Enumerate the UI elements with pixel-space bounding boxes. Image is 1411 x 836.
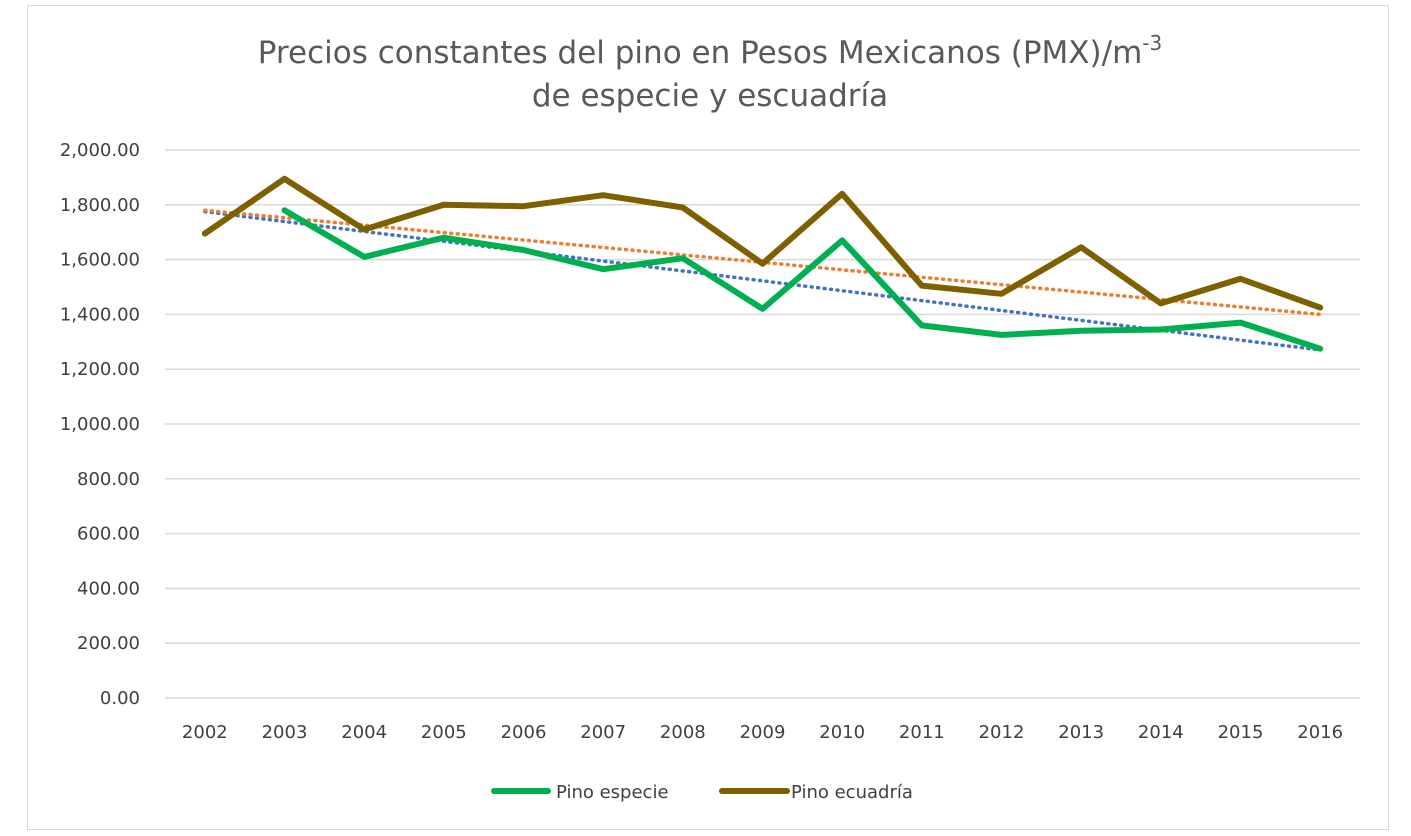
x-tick-label: 2016 xyxy=(1297,722,1343,743)
chart-title-main: Precios constantes del pino en Pesos Mex… xyxy=(258,35,1142,71)
x-tick-label: 2014 xyxy=(1138,722,1184,743)
x-tick-label: 2013 xyxy=(1058,722,1104,743)
x-tick-label: 2012 xyxy=(979,722,1025,743)
x-tick-label: 2009 xyxy=(740,722,786,743)
x-tick-label: 2015 xyxy=(1218,722,1264,743)
x-tick-label: 2008 xyxy=(660,722,706,743)
y-tick-label: 0.00 xyxy=(100,688,140,709)
x-tick-label: 2002 xyxy=(182,722,228,743)
legend: Pino especie Pino ecuadría xyxy=(491,782,913,803)
y-tick-label: 600.00 xyxy=(77,524,140,545)
y-tick-label: 200.00 xyxy=(77,633,140,654)
legend-label: Pino especie xyxy=(556,782,669,803)
gridlines xyxy=(165,149,1360,699)
x-tick-label: 2007 xyxy=(580,722,626,743)
y-tick-label: 800.00 xyxy=(77,469,140,490)
y-tick-label: 400.00 xyxy=(77,578,140,599)
legend-label: Pino ecuadría xyxy=(791,782,913,803)
y-axis-ticks: 0.00 200.00 400.00 600.00 800.00 1,000.00 1,20… xyxy=(60,140,140,709)
x-tick-label: 2004 xyxy=(341,722,387,743)
chart-title-line-1: Precios constantes del pino en Pesos Mex… xyxy=(258,31,1162,71)
y-tick-label: 1,000.00 xyxy=(60,414,140,435)
y-tick-label: 1,400.00 xyxy=(60,304,140,325)
y-tick-label: 1,600.00 xyxy=(60,250,140,271)
series-line-1 xyxy=(281,207,1324,352)
chart-title-line-2: de especie y escuadría xyxy=(532,78,888,114)
x-axis-ticks: 2002 2003 2004 2005 2006 2007 2008 2009 2010 2011… xyxy=(182,722,1343,743)
x-tick-label: 2010 xyxy=(819,722,865,743)
chart-title: Precios constantes del pino en Pesos Mex… xyxy=(258,31,1162,114)
chart-frame xyxy=(27,5,1389,830)
y-tick-label: 1,200.00 xyxy=(60,359,140,380)
y-tick-label: 2,000.00 xyxy=(60,140,140,161)
x-tick-label: 2011 xyxy=(899,722,945,743)
y-tick-label: 1,800.00 xyxy=(60,195,140,216)
chart-title-superscript: -3 xyxy=(1142,31,1162,55)
series-lines xyxy=(201,175,1324,352)
x-tick-label: 2003 xyxy=(262,722,308,743)
x-tick-label: 2005 xyxy=(421,722,467,743)
series-line-2 xyxy=(201,175,1324,311)
x-tick-label: 2006 xyxy=(501,722,547,743)
